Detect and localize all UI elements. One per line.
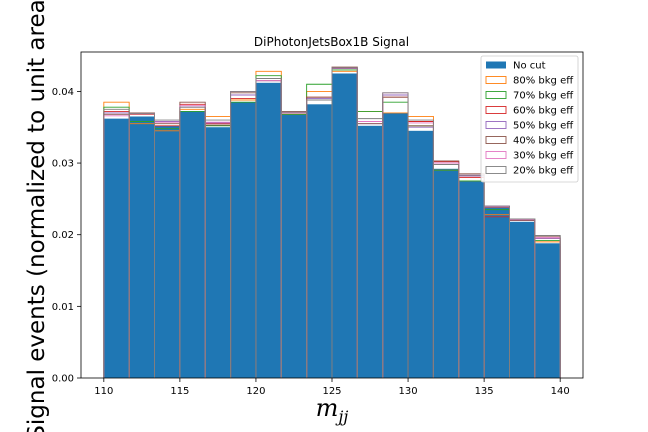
y-tick-label: 0.01 (52, 302, 74, 313)
legend-swatch (485, 106, 507, 114)
legend-swatch (485, 76, 507, 84)
legend-label: 50% bkg eff (513, 121, 574, 132)
y-tick-label: 0.02 (52, 230, 74, 241)
x-tick-label: 120 (246, 386, 265, 397)
legend-label: 70% bkg eff (513, 91, 574, 102)
y-tick-label: 0.04 (52, 87, 74, 98)
histogram-bar (382, 112, 409, 379)
histogram-bar (281, 114, 307, 378)
histogram-bar (357, 125, 383, 378)
x-tick-label: 140 (551, 386, 570, 397)
legend-label: 20% bkg eff (513, 166, 574, 177)
legend-label: No cut (513, 61, 546, 72)
histogram-bar (154, 125, 180, 378)
legend-box (480, 55, 579, 183)
y-tick-label: 0.00 (52, 374, 74, 385)
histogram-bar (255, 82, 282, 379)
x-axis-label-base: m (316, 394, 339, 422)
histogram-bar (230, 102, 256, 379)
chart-title: DiPhotonJetsBox1B Signal (254, 35, 409, 49)
y-tick-label: 0.03 (52, 159, 74, 170)
x-axis-ticks: 110 115 120 125 130 135 140 (94, 378, 570, 397)
legend-swatch (485, 151, 507, 159)
histogram-bar (458, 180, 485, 378)
legend-label: 80% bkg eff (513, 76, 574, 87)
histogram-bar (306, 104, 332, 379)
legend-label: 30% bkg eff (513, 151, 574, 162)
histogram-bar (332, 73, 358, 378)
histogram-steps (103, 66, 561, 378)
legend-swatch (485, 91, 507, 99)
histogram-bar (433, 168, 459, 378)
histogram-bar (408, 130, 434, 378)
histogram-bar (205, 127, 231, 378)
legend-swatch (486, 61, 506, 69)
histogram-bar (103, 118, 130, 378)
x-axis-label: mjj (316, 394, 349, 426)
x-tick-label: 110 (94, 386, 113, 397)
x-tick-label: 115 (170, 386, 189, 397)
histogram-bar (129, 116, 155, 378)
legend-swatch (485, 121, 507, 129)
legend-label: 40% bkg eff (513, 136, 574, 147)
x-tick-label: 130 (399, 386, 418, 397)
legend-swatch (485, 136, 507, 144)
histogram-bar (179, 111, 206, 378)
legend-swatch (485, 166, 507, 174)
histogram-bar (484, 207, 510, 378)
x-axis-label-subscript: jj (335, 407, 348, 426)
x-tick-label: 135 (475, 386, 494, 397)
histogram-bar (509, 221, 535, 378)
y-axis-ticks: 0.00 0.01 0.02 0.03 0.04 (52, 87, 81, 385)
legend: No cut 80% bkg eff 70% bkg eff 60% bkg eff 5… (480, 55, 579, 183)
legend-label: 60% bkg eff (513, 106, 574, 117)
y-axis-label: Signal events (normalized to unit area) (24, 0, 50, 432)
histogram-bars (103, 73, 561, 379)
histogram-bar (534, 243, 561, 378)
x-tick-label: 125 (322, 386, 341, 397)
